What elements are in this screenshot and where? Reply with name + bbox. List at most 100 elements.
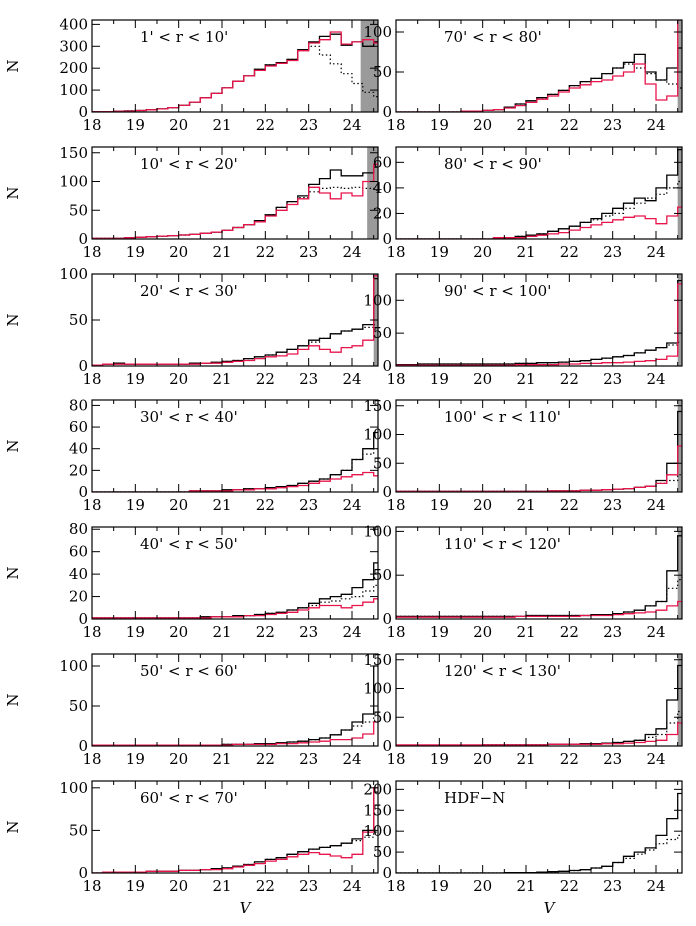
y-tick-label: 200 [363,780,392,798]
y-tick-label: 50 [373,566,392,584]
y-tick-label: 100 [59,265,88,283]
y-axis-title: N [4,439,22,452]
y-axis-title: N [4,566,22,579]
x-tick-label: 18 [82,496,101,514]
x-tick-label: 23 [299,496,318,514]
y-tick-label: 400 [59,15,88,33]
x-tick-label: 23 [603,877,622,895]
series-2-line [396,20,682,112]
x-tick-label: 20 [473,623,492,641]
y-tick-label: 40 [373,179,392,197]
x-tick-label: 19 [430,116,449,134]
panel-frame [91,526,379,620]
y-tick-label: 50 [69,311,88,329]
x-tick-label: 23 [603,496,622,514]
panel-1: 18 19 20 21 22 23 24 0 100 200 300 400 1' < r < 10' N [4,15,379,134]
panel-frame [395,653,683,747]
series-2-line [396,283,682,366]
panel-2: 18 19 20 21 22 23 24 0 50 100 70' < r < 80' [363,19,683,134]
series-2-line [396,445,682,492]
series-2-line [92,163,378,239]
panel-frame [395,273,683,367]
shaded-region [677,654,682,746]
x-tick-label: 20 [473,116,492,134]
y-tick-label: 50 [373,454,392,472]
panel-13: 18 19 20 21 22 23 24 0 50 100 60' < r < 70' N V [4,779,379,917]
x-tick-label: 22 [560,750,579,768]
x-tick-label: 20 [169,623,188,641]
x-tick-label: 24 [342,116,361,134]
y-tick-label: 150 [363,801,392,819]
x-tick-label: 18 [386,116,405,134]
y-tick-label: 150 [59,144,88,162]
x-tick-label: 21 [516,496,535,514]
x-tick-label: 22 [256,877,275,895]
x-tick-label: 20 [473,496,492,514]
x-tick-label: 22 [560,877,579,895]
panel-14: 18 19 20 21 22 23 24 0 50 100 150 200 HDF−N V [363,780,683,917]
panel-title: 50' < r < 60' [140,662,238,680]
x-tick-label: 23 [603,116,622,134]
y-axis-title: N [4,59,22,72]
x-tick-label: 21 [212,623,231,641]
shaded-region [677,147,682,239]
x-tick-label: 18 [82,243,101,261]
panel-11: 18 19 20 21 22 23 24 0 50 100 50' < r < 60' N [4,653,379,768]
x-tick-label: 24 [646,116,665,134]
panel-title: 120' < r < 130' [444,662,561,680]
series-group [92,163,378,239]
x-axis-title: V [544,899,557,917]
panel-title: 60' < r < 70' [140,789,238,807]
x-tick-label: 22 [560,116,579,134]
x-tick-label: 21 [516,243,535,261]
panel-10: 18 19 20 21 22 23 24 0 50 100 110' < r < 120' [363,522,683,641]
x-tick-label: 23 [299,750,318,768]
x-tick-label: 20 [169,370,188,388]
panel-title: 90' < r < 100' [444,282,551,300]
x-tick-label: 21 [516,116,535,134]
x-tick-label: 19 [126,116,145,134]
y-tick-label: 0 [78,610,88,628]
y-tick-label: 40 [69,440,88,458]
y-tick-label: 80 [69,396,88,414]
y-tick-label: 150 [363,397,392,415]
x-tick-label: 23 [299,370,318,388]
x-tick-label: 23 [299,623,318,641]
panel-12: 18 19 20 21 22 23 24 0 50 100 150 120' < r < 130' [363,651,683,768]
x-tick-label: 20 [473,750,492,768]
panel-title: 40' < r < 50' [140,535,238,553]
series-3-line [396,579,682,617]
series-group [92,431,378,492]
x-tick-label: 24 [342,623,361,641]
series-group [92,787,378,873]
x-tick-label: 22 [256,243,275,261]
x-tick-label: 20 [169,877,188,895]
x-tick-label: 18 [386,496,405,514]
panel-5: 18 19 20 21 22 23 24 0 50 100 20' < r < 30' N [4,265,379,388]
panel-9: 18 19 20 21 22 23 24 0 20 40 60 80 40' < r < 50' N [4,520,379,641]
panel-frame [91,19,379,113]
y-tick-label: 60 [373,153,392,171]
y-tick-label: 40 [69,565,88,583]
x-tick-label: 18 [82,370,101,388]
x-tick-label: 20 [169,243,188,261]
shaded-region [677,527,682,619]
x-tick-label: 19 [430,877,449,895]
x-tick-label: 22 [256,750,275,768]
x-tick-label: 23 [603,750,622,768]
y-axis-title: N [4,313,22,326]
y-tick-label: 0 [382,103,392,121]
x-tick-label: 21 [212,877,231,895]
x-tick-label: 19 [430,370,449,388]
x-tick-label: 23 [299,243,318,261]
x-tick-label: 22 [256,623,275,641]
y-tick-label: 20 [69,461,88,479]
x-tick-label: 23 [603,623,622,641]
x-tick-label: 24 [342,750,361,768]
x-tick-label: 24 [646,370,665,388]
panel-frame [91,399,379,493]
x-tick-label: 19 [126,370,145,388]
x-tick-label: 18 [386,243,405,261]
x-tick-label: 18 [82,623,101,641]
y-tick-label: 100 [363,23,392,41]
